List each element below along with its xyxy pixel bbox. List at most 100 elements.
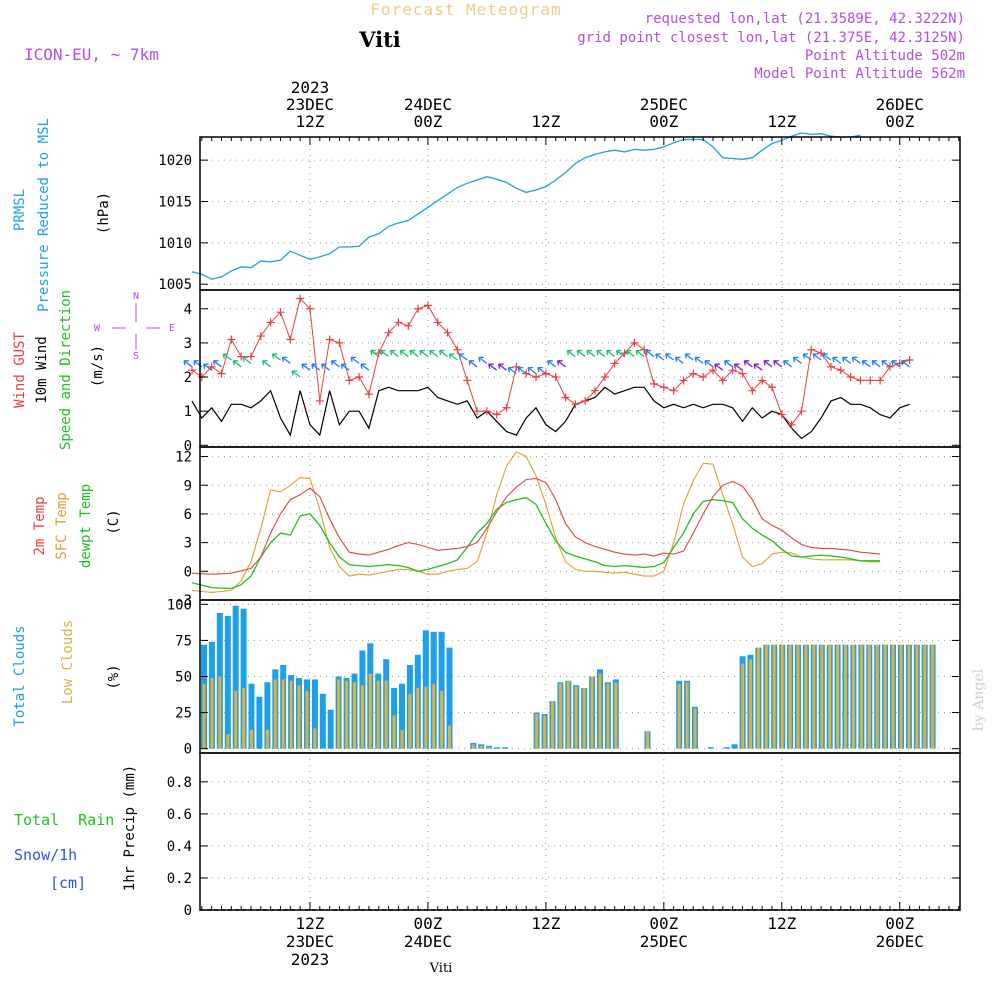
gust-marker <box>473 407 482 416</box>
low-cloud-bar <box>844 644 847 749</box>
model-altitude: Model Point Altitude 562m <box>754 66 965 82</box>
low-cloud-bar <box>360 685 364 749</box>
clouds-low-label: Low Clouds <box>60 620 76 704</box>
low-cloud-bar <box>883 644 887 749</box>
total-cloud-bar <box>240 608 247 749</box>
wind-arrow <box>635 349 645 358</box>
temp-dewpt-label: dewpt Temp <box>78 484 94 568</box>
gust-marker <box>817 349 826 358</box>
low-cloud-bar <box>392 715 396 749</box>
low-cloud-bar <box>875 644 879 749</box>
low-cloud-bar <box>273 679 277 749</box>
wind-arrow <box>615 349 625 358</box>
wind-arrow <box>468 360 478 368</box>
wind-arrow <box>547 360 557 368</box>
gust-marker <box>699 373 708 382</box>
wind-arrow <box>203 363 213 371</box>
low-cloud-bar <box>543 715 547 749</box>
y-tick-label: 3 <box>184 336 192 352</box>
y-tick-label: 1015 <box>158 195 192 211</box>
y-tick-label: 12 <box>175 450 192 466</box>
low-cloud-bar <box>931 644 935 749</box>
gust-marker <box>836 366 845 375</box>
gust-marker <box>650 379 659 388</box>
gust-marker <box>433 318 442 327</box>
wind-arrow <box>340 363 350 371</box>
gust-marker <box>482 407 491 416</box>
low-cloud-bar <box>741 663 745 749</box>
low-cloud-bar <box>836 644 840 749</box>
point-altitude: Point Altitude 502m <box>805 48 965 64</box>
low-cloud-bar <box>859 644 863 749</box>
low-cloud-bar <box>899 644 903 749</box>
pressure-line <box>191 132 861 280</box>
low-cloud-bar <box>574 686 578 749</box>
low-cloud-bar <box>384 680 388 749</box>
low-cloud-bar <box>891 644 895 749</box>
x-tick-label-bottom: 26DEC <box>876 932 924 951</box>
low-cloud-bar <box>590 676 594 749</box>
low-cloud-bar <box>598 673 602 749</box>
low-cloud-bar <box>218 676 222 749</box>
wind-gust-line <box>191 297 910 426</box>
low-cloud-bar <box>471 744 475 749</box>
low-cloud-bar <box>685 682 689 749</box>
x-tick-label-bottom: 00Z <box>413 914 442 933</box>
y-tick-label: 3 <box>184 536 192 552</box>
precip-rain-label: Total Rain <box>14 811 114 829</box>
total-cloud-bar <box>399 683 405 749</box>
gust-marker <box>296 294 305 303</box>
wind-arrow <box>281 356 291 364</box>
total-cloud-bar <box>224 615 231 749</box>
low-cloud-bar <box>551 701 554 749</box>
low-cloud-bar <box>812 644 816 749</box>
gust-marker <box>748 386 757 395</box>
gust-marker <box>787 420 796 429</box>
low-cloud-bar <box>400 729 404 749</box>
panel-frame-precip <box>199 752 961 911</box>
wind-arrow <box>832 356 842 364</box>
low-cloud-bar <box>250 729 253 749</box>
y-tick-label: 0.6 <box>167 807 192 823</box>
low-cloud-bar <box>582 688 586 749</box>
low-cloud-bar <box>614 682 618 749</box>
requested-location: requested lon,lat (21.3589E, 42.3222N) <box>645 11 965 27</box>
total-cloud-bar <box>502 747 508 749</box>
low-cloud-bar <box>289 680 293 749</box>
low-cloud-bar <box>558 683 562 749</box>
wind-arrow <box>900 360 910 368</box>
low-cloud-bar <box>345 680 349 749</box>
gust-marker <box>463 376 472 385</box>
wind-arrow <box>350 356 360 364</box>
gust-marker <box>876 376 885 385</box>
wind-arrow <box>625 349 635 358</box>
grid-point-location: grid point closest lon,lat (21.375E, 42.… <box>577 30 965 46</box>
gust-marker <box>502 403 511 412</box>
gust-marker <box>217 369 226 378</box>
gust-marker <box>188 366 196 375</box>
gust-marker <box>758 376 767 385</box>
low-cloud-bar <box>210 677 214 749</box>
wind-arrow <box>438 349 448 358</box>
wind-arrow <box>802 353 812 361</box>
wind-arrow <box>262 360 272 368</box>
gust-marker <box>227 335 236 344</box>
gust-marker <box>856 376 865 385</box>
low-cloud-bar <box>923 644 927 749</box>
low-cloud-bar <box>424 686 428 749</box>
total-cloud-bar <box>319 693 326 749</box>
x-tick-label-top: 26DEC <box>876 95 924 114</box>
low-cloud-bar <box>305 690 309 749</box>
total-cloud-bar <box>446 647 453 749</box>
gust-marker <box>325 335 334 344</box>
gust-marker <box>305 304 314 313</box>
gust-marker <box>237 352 246 361</box>
x-tick-label-bottom: 00Z <box>649 914 678 933</box>
gust-marker <box>581 396 590 405</box>
x-tick-label-top: 12Z <box>531 112 560 131</box>
grid-layer <box>200 137 960 911</box>
gust-marker <box>315 396 324 405</box>
wind-arrow <box>556 360 566 368</box>
compass-north: N <box>133 291 139 302</box>
